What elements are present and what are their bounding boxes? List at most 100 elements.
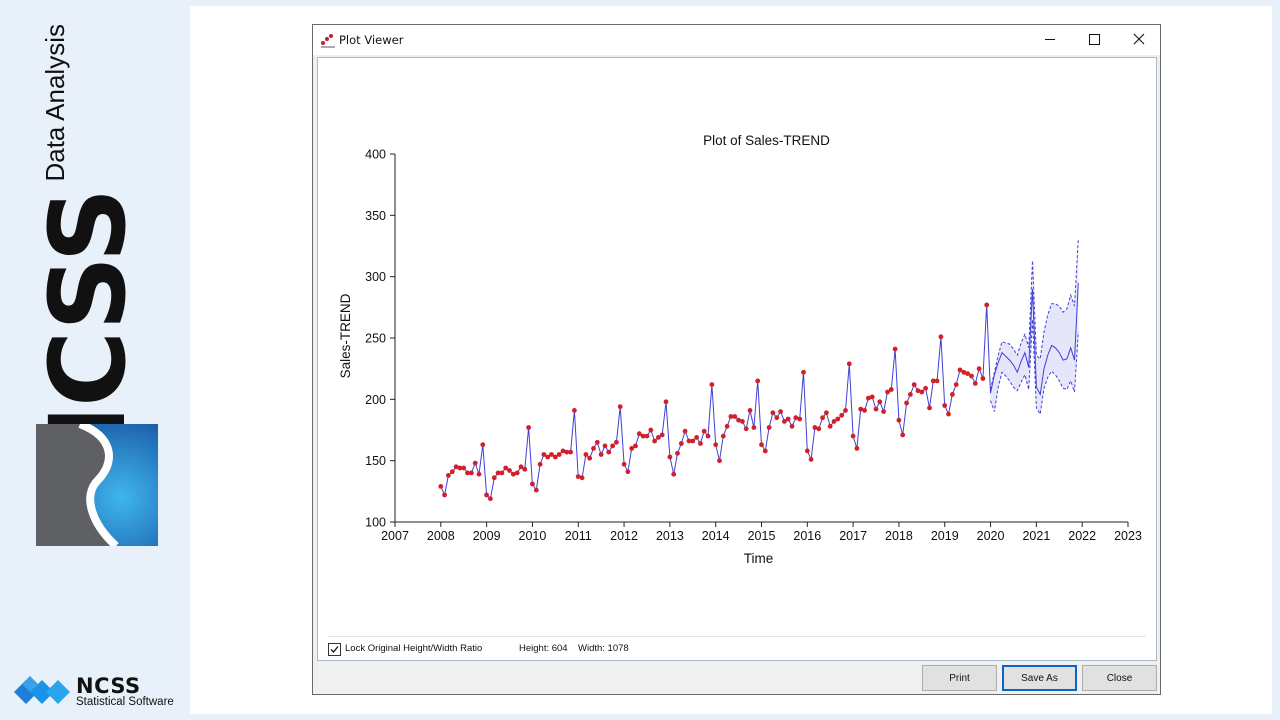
data-point [698, 441, 703, 446]
data-point [648, 427, 654, 433]
x-tick-label: 2012 [610, 529, 638, 543]
data-point [827, 423, 833, 429]
data-point [938, 334, 944, 340]
save-as-button[interactable]: Save As [1002, 665, 1077, 691]
data-point [869, 394, 875, 400]
data-point [507, 468, 512, 473]
close-button[interactable]: Close [1082, 665, 1157, 691]
y-tick-label: 350 [365, 209, 386, 223]
maximize-button[interactable] [1072, 25, 1117, 55]
data-point [583, 452, 589, 457]
data-point [923, 385, 928, 391]
data-point [892, 346, 898, 352]
y-tick-label: 250 [365, 332, 386, 346]
data-point [755, 378, 761, 384]
data-point [537, 461, 543, 467]
lock-ratio-checkbox[interactable] [328, 643, 341, 656]
data-point [789, 423, 795, 429]
data-point [911, 382, 917, 387]
x-tick-label: 2019 [931, 529, 959, 543]
data-point [644, 433, 650, 439]
y-tick-label: 100 [365, 516, 386, 530]
data-point [835, 416, 841, 422]
y-tick-label: 300 [365, 270, 386, 284]
x-tick-label: 2015 [748, 529, 776, 543]
title-bar[interactable]: Plot Viewer [313, 25, 1160, 55]
data-point [854, 446, 860, 451]
data-point [812, 425, 818, 430]
data-point [877, 399, 883, 405]
data-point [740, 419, 745, 424]
data-point [801, 369, 806, 375]
ncss-logo-icon [36, 424, 158, 546]
data-point [629, 446, 635, 451]
data-point [564, 449, 570, 455]
data-point [839, 412, 845, 418]
series-line [440, 282, 1079, 500]
data-point [873, 406, 879, 412]
data-point [717, 458, 722, 464]
data-point [625, 469, 631, 475]
data-point [900, 432, 906, 438]
data-point [816, 426, 822, 432]
data-point [587, 455, 593, 461]
data-point [522, 466, 528, 472]
data-point [652, 438, 657, 444]
data-point [824, 410, 829, 416]
data-point [579, 475, 585, 481]
x-tick-label: 2009 [473, 529, 501, 543]
data-point [904, 400, 909, 406]
data-point [732, 414, 738, 419]
data-point [930, 378, 936, 384]
data-point [602, 443, 608, 449]
data-point [671, 471, 677, 477]
close-icon [1133, 33, 1145, 45]
data-point [965, 371, 970, 376]
upper-limit-line [990, 238, 1079, 390]
data-point [969, 373, 974, 379]
data-point [530, 481, 535, 487]
minimize-button[interactable] [1027, 25, 1072, 55]
data-point [510, 471, 516, 477]
data-point [972, 381, 978, 386]
data-point [572, 408, 577, 413]
options-row: Lock Original Height/Width Ratio Height:… [328, 636, 1146, 659]
window-title: Plot Viewer [339, 33, 404, 47]
data-point [778, 409, 783, 414]
data-point [701, 428, 707, 434]
data-point [503, 465, 509, 471]
data-point [766, 425, 772, 430]
data-point [568, 449, 573, 455]
data-point [770, 410, 776, 416]
data-point [820, 415, 825, 421]
data-point [747, 408, 753, 413]
data-point [743, 426, 749, 432]
plot-viewer-window: Plot Viewer Plot of Sales-TREND 100 150 200… [312, 24, 1161, 695]
data-point [724, 423, 730, 429]
footer-logo: NCSS Statistical Software [12, 674, 182, 714]
x-tick-label: 2016 [793, 529, 821, 543]
data-point [659, 432, 665, 438]
data-point [453, 464, 459, 470]
line-chart: Plot of Sales-TREND 100 150 200 250 300 350 400… [338, 133, 1142, 566]
x-tick-label: 2007 [381, 529, 409, 543]
minimize-icon [1045, 39, 1055, 40]
print-button[interactable]: Print [922, 665, 997, 691]
close-window-button[interactable] [1116, 25, 1161, 55]
data-point [762, 448, 768, 454]
data-point [610, 443, 615, 449]
y-tick-label: 150 [365, 454, 386, 468]
y-axis-label: Sales-TREND [338, 293, 353, 378]
data-point [950, 392, 955, 397]
data-point [617, 404, 623, 410]
brand-wordmark: NCSS Data Analysis [27, 24, 149, 492]
data-point [694, 435, 699, 440]
x-tick-label: 2010 [519, 529, 547, 543]
data-point [682, 428, 688, 434]
data-point [797, 416, 803, 422]
data-point [885, 389, 890, 395]
data-point [927, 405, 932, 411]
y-tick-label: 200 [365, 393, 386, 407]
data-point [984, 302, 990, 308]
x-tick-label: 2013 [656, 529, 684, 543]
